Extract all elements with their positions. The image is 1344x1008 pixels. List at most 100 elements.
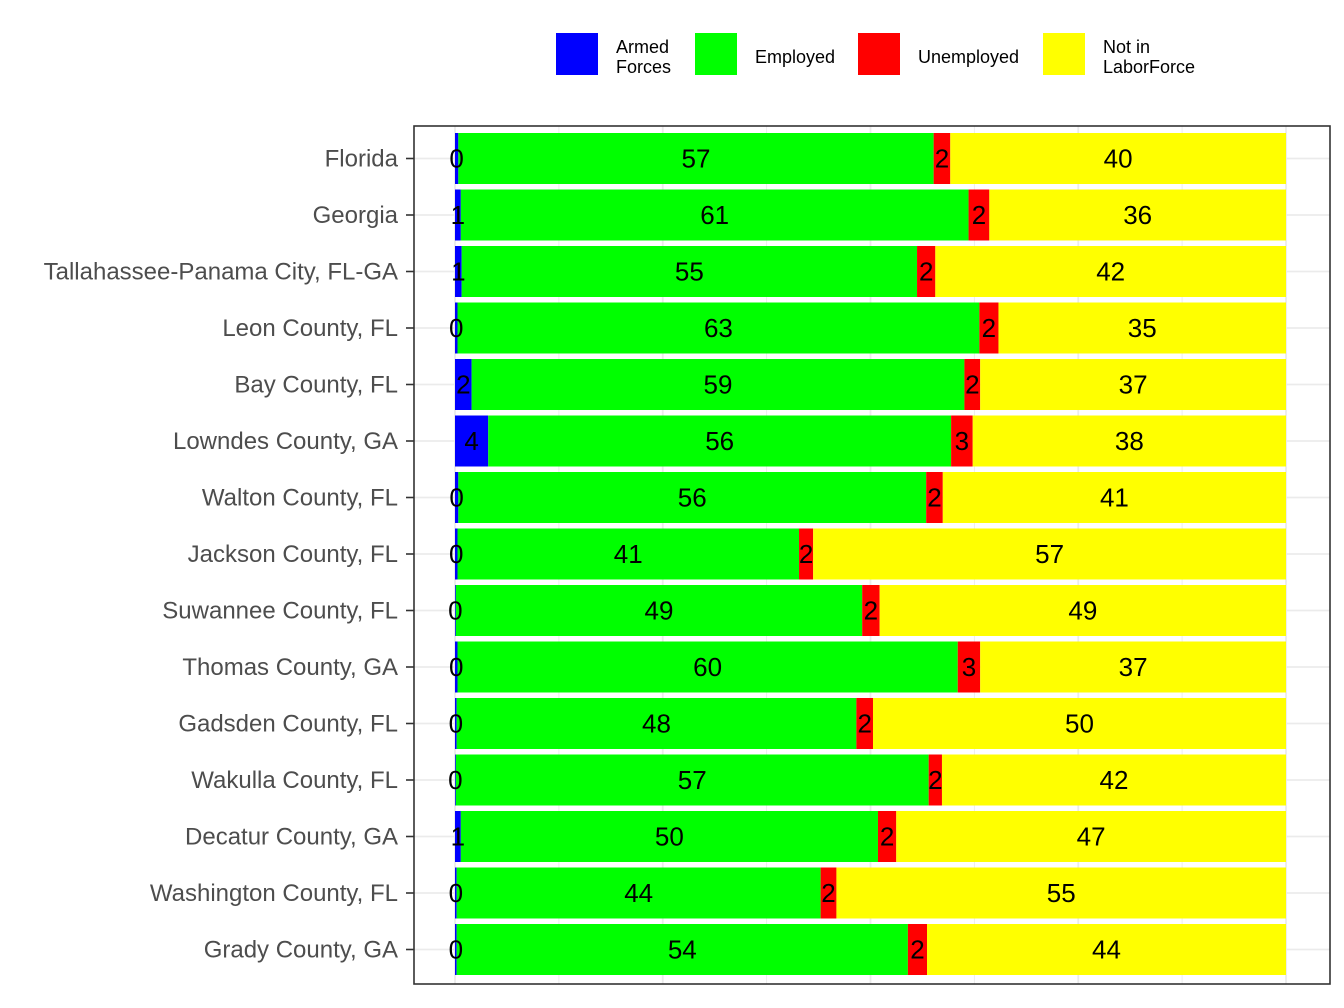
bar-not-in-laborforce-leon-county-fl bbox=[998, 302, 1286, 354]
bar-not-in-laborforce-suwannee-county-fl bbox=[879, 585, 1286, 636]
bar-unemployed-decatur-county-ga bbox=[877, 811, 897, 862]
bar-not-in-laborforce-walton-county-fl bbox=[942, 472, 1286, 523]
data-label-armed-forces: 1 bbox=[451, 822, 465, 852]
bar-armed-forces-bay-county-fl bbox=[455, 359, 472, 410]
data-label-armed-forces: 0 bbox=[449, 652, 463, 682]
bar-employed-wakulla-county-fl bbox=[455, 754, 929, 806]
data-label-not-in-laborforce: 40 bbox=[1104, 144, 1133, 174]
bar-armed-forces-suwannee-county-fl bbox=[455, 585, 456, 636]
y-tick-label-suwannee-county-fl: Suwannee County, FL bbox=[162, 598, 398, 625]
bar-armed-forces-jackson-county-fl bbox=[455, 528, 458, 580]
bar-armed-forces-wakulla-county-fl bbox=[455, 754, 456, 806]
bar-not-in-laborforce-tallahassee-panama-city-fl-ga bbox=[935, 246, 1286, 297]
y-tick-label-wakulla-county-fl: Wakulla County, FL bbox=[191, 767, 398, 794]
data-label-not-in-laborforce: 41 bbox=[1100, 483, 1129, 513]
data-label-employed: 56 bbox=[705, 426, 734, 456]
bar-unemployed-georgia bbox=[968, 189, 990, 241]
plot-panel: 0 57 2 40 1 61 2 36 1 55 2 42 0 63 2 35 2 59 2 37 4 56 3 38 0 56 2… bbox=[413, 125, 1331, 985]
data-label-unemployed: 2 bbox=[919, 257, 933, 287]
y-tick-label-bay-county-fl: Bay County, FL bbox=[234, 372, 398, 399]
bar-not-in-laborforce-florida bbox=[950, 133, 1286, 184]
data-label-not-in-laborforce: 55 bbox=[1047, 878, 1076, 908]
data-label-armed-forces: 2 bbox=[456, 370, 470, 400]
bar-not-in-laborforce-wakulla-county-fl bbox=[941, 754, 1286, 806]
bar-employed-tallahassee-panama-city-fl-ga bbox=[461, 246, 918, 297]
data-label-employed: 56 bbox=[678, 483, 707, 513]
bar-employed-walton-county-fl bbox=[458, 472, 927, 523]
data-label-not-in-laborforce: 36 bbox=[1123, 200, 1152, 230]
data-label-employed: 57 bbox=[682, 144, 711, 174]
bar-employed-grady-county-ga bbox=[456, 924, 908, 975]
bar-unemployed-walton-county-fl bbox=[926, 472, 943, 523]
data-label-unemployed: 3 bbox=[955, 426, 969, 456]
bar-not-in-laborforce-grady-county-ga bbox=[927, 924, 1286, 975]
bar-employed-gadsden-county-fl bbox=[456, 698, 857, 749]
data-label-not-in-laborforce: 57 bbox=[1035, 539, 1064, 569]
bar-unemployed-suwannee-county-fl bbox=[862, 585, 880, 636]
data-label-employed: 54 bbox=[668, 935, 697, 965]
data-label-unemployed: 2 bbox=[799, 539, 813, 569]
y-tick-label-leon-county-fl: Leon County, FL bbox=[222, 315, 398, 342]
data-label-armed-forces: 0 bbox=[449, 935, 463, 965]
bar-armed-forces-grady-county-ga bbox=[455, 924, 457, 975]
data-label-employed: 55 bbox=[675, 257, 704, 287]
data-label-armed-forces: 1 bbox=[451, 200, 465, 230]
data-label-employed: 41 bbox=[614, 539, 643, 569]
y-tick-label-tallahassee-panama-city-fl-ga: Tallahassee-Panama City, FL-GA bbox=[44, 259, 398, 286]
legend-label-line: Forces bbox=[616, 57, 671, 77]
legend-label-employed: Employed bbox=[755, 47, 835, 67]
bar-employed-suwannee-county-fl bbox=[455, 585, 863, 636]
bar-employed-florida bbox=[458, 133, 934, 184]
data-label-unemployed: 2 bbox=[982, 313, 996, 343]
y-tick-label-lowndes-county-ga: Lowndes County, GA bbox=[173, 428, 398, 455]
data-label-unemployed: 2 bbox=[864, 596, 878, 626]
bar-employed-georgia bbox=[460, 189, 969, 241]
data-label-employed: 59 bbox=[704, 370, 733, 400]
data-label-not-in-laborforce: 35 bbox=[1128, 313, 1157, 343]
data-label-employed: 44 bbox=[624, 878, 653, 908]
bar-employed-bay-county-fl bbox=[471, 359, 965, 410]
bar-not-in-laborforce-georgia bbox=[989, 189, 1286, 241]
bar-not-in-laborforce-washington-county-fl bbox=[836, 867, 1286, 919]
data-label-armed-forces: 1 bbox=[451, 257, 465, 287]
legend-label-line: Armed bbox=[616, 37, 669, 57]
bar-armed-forces-washington-county-fl bbox=[455, 867, 457, 919]
data-label-unemployed: 2 bbox=[880, 822, 894, 852]
data-label-armed-forces: 0 bbox=[449, 144, 463, 174]
data-label-unemployed: 2 bbox=[935, 144, 949, 174]
bar-not-in-laborforce-bay-county-fl bbox=[980, 359, 1286, 410]
bar-armed-forces-gadsden-county-fl bbox=[455, 698, 457, 749]
bar-employed-leon-county-fl bbox=[457, 302, 980, 354]
legend: Armed Forces Employed Unemployed Not in Labor… bbox=[556, 33, 1195, 77]
bar-employed-jackson-county-fl bbox=[457, 528, 800, 580]
y-tick-label-walton-county-fl: Walton County, FL bbox=[202, 485, 398, 512]
legend-label-line: LaborForce bbox=[1103, 57, 1195, 77]
y-axis: Florida Georgia Tallahassee-Panama City, F… bbox=[44, 146, 414, 964]
data-label-armed-forces: 0 bbox=[449, 709, 463, 739]
data-label-unemployed: 2 bbox=[821, 878, 835, 908]
bar-employed-washington-county-fl bbox=[456, 867, 821, 919]
bar-armed-forces-leon-county-fl bbox=[455, 302, 458, 354]
y-tick-label-thomas-county-ga: Thomas County, GA bbox=[182, 654, 398, 681]
data-label-not-in-laborforce: 37 bbox=[1119, 370, 1148, 400]
data-label-not-in-laborforce: 42 bbox=[1096, 257, 1125, 287]
y-tick-label-decatur-county-ga: Decatur County, GA bbox=[185, 824, 398, 851]
bar-armed-forces-tallahassee-panama-city-fl-ga bbox=[455, 246, 462, 297]
bars bbox=[455, 133, 1286, 975]
bar-unemployed-tallahassee-panama-city-fl-ga bbox=[917, 246, 936, 297]
bar-unemployed-washington-county-fl bbox=[820, 867, 837, 919]
bar-unemployed-gadsden-county-fl bbox=[856, 698, 873, 749]
data-label-unemployed: 2 bbox=[857, 709, 871, 739]
legend-label-not-in-laborforce: Not in LaborForce bbox=[1103, 37, 1195, 77]
bar-armed-forces-georgia bbox=[455, 189, 461, 241]
bar-unemployed-bay-county-fl bbox=[964, 359, 981, 410]
bar-not-in-laborforce-thomas-county-ga bbox=[980, 641, 1286, 693]
data-label-employed: 60 bbox=[693, 652, 722, 682]
data-label-employed: 61 bbox=[700, 200, 729, 230]
legend-key-armed-forces bbox=[556, 33, 598, 75]
bar-armed-forces-thomas-county-ga bbox=[455, 641, 458, 693]
data-label-armed-forces: 0 bbox=[449, 878, 463, 908]
data-label-employed: 50 bbox=[655, 822, 684, 852]
y-tick-label-georgia: Georgia bbox=[313, 202, 399, 229]
